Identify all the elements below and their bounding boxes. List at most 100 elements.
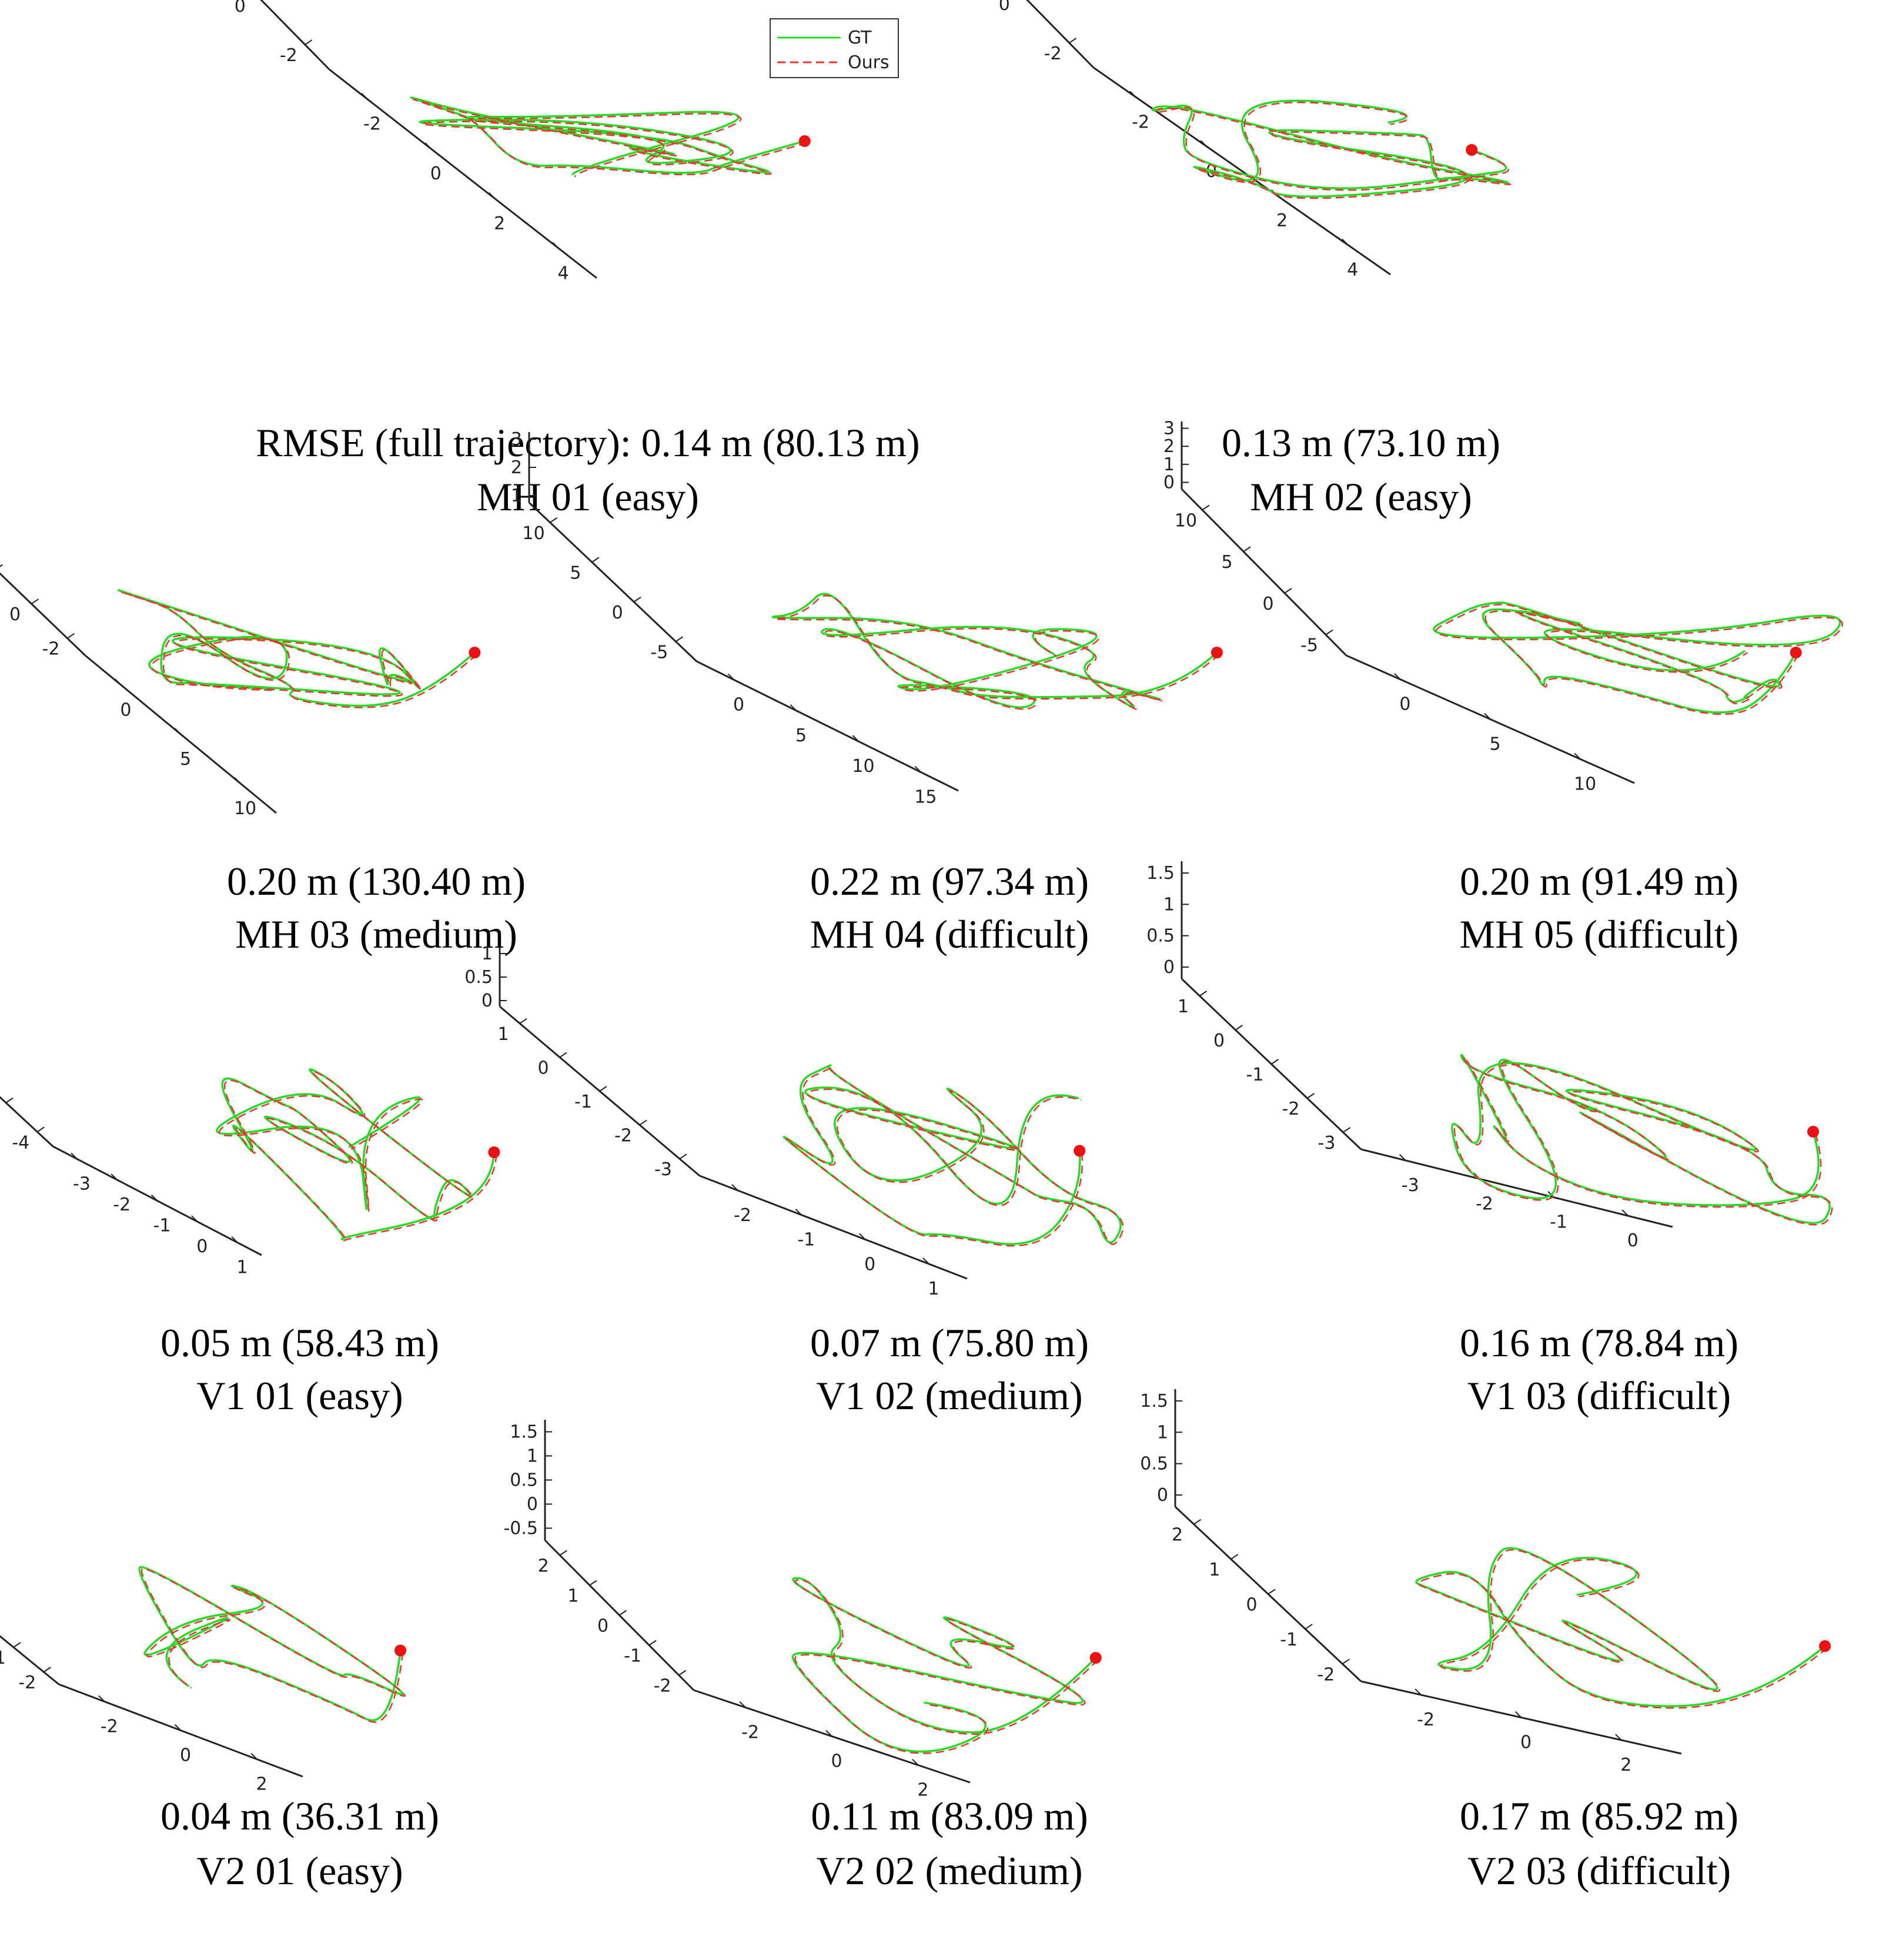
x-tick-label: 1 [236, 1257, 248, 1278]
rmse-caption: 0.20 m (91.49 m) [1460, 859, 1738, 904]
z-tick-label: 3 [511, 429, 522, 450]
z-tick-label: 0 [1163, 957, 1175, 978]
start-point-marker [469, 647, 481, 658]
y-tick-mark [589, 1580, 597, 1586]
gt-trajectory-line [1451, 1053, 1831, 1225]
z-tick-label: 0.5 [1146, 926, 1175, 946]
trajectory-panel: 05106420-210.50-0.50.20 m (130.40 m)MH 0… [0, 564, 526, 956]
x-tick-label: 10 [852, 756, 874, 777]
y-tick-label: -2 [18, 1673, 36, 1693]
sequence-caption: V1 01 (easy) [196, 1373, 403, 1418]
ours-trajectory-line [794, 1579, 1099, 1754]
y-tick-mark [36, 1126, 45, 1133]
gt-trajectory-line [1433, 601, 1841, 714]
rmse-caption: 0.13 m (73.10 m) [1222, 420, 1500, 465]
y-tick-label: -3 [1318, 1133, 1336, 1153]
z-tick-label: 0 [1163, 473, 1175, 493]
y-tick-label: -5 [650, 642, 668, 663]
z-tick-label: 0.5 [1140, 1454, 1168, 1474]
y-tick-label: -1 [1246, 1065, 1264, 1085]
x-tick-label: 0 [120, 700, 131, 720]
x-tick-label: 5 [795, 725, 807, 746]
y-tick-mark [1268, 1588, 1276, 1595]
x-tick-label: 4 [1347, 260, 1358, 280]
x-tick-label: 0 [1520, 1732, 1531, 1753]
start-point-marker [394, 1644, 406, 1657]
start-point-marker [1089, 1652, 1102, 1664]
y-axis-line [1181, 488, 1347, 657]
z-tick-label: 1 [1157, 1422, 1168, 1443]
y-tick-mark [675, 636, 683, 643]
rmse-caption: 0.16 m (78.84 m) [1460, 1320, 1738, 1365]
y-tick-mark [1235, 1025, 1243, 1031]
sequence-caption: V1 02 (medium) [816, 1373, 1082, 1418]
z-tick-label: 1 [527, 1446, 538, 1467]
x-tick-label: 0 [1399, 694, 1410, 715]
y-tick-label: 2 [538, 1556, 549, 1577]
y-tick-label: 0 [9, 604, 21, 625]
x-tick-mark [424, 142, 432, 149]
x-tick-label: 0 [1627, 1230, 1638, 1251]
y-tick-mark [1199, 991, 1208, 996]
x-tick-mark [858, 1233, 866, 1240]
x-tick-mark [361, 93, 368, 100]
trajectory-panel: -202486420-210-1RMSE (full trajectory): … [235, 0, 920, 519]
sequence-caption: V1 03 (difficult) [1467, 1373, 1731, 1418]
x-tick-label: 0 [864, 1254, 875, 1275]
z-tick-label: 1 [1163, 454, 1175, 475]
z-tick-label: 1 [1163, 894, 1175, 915]
y-tick-mark [1230, 1554, 1239, 1560]
x-tick-label: -3 [73, 1173, 91, 1194]
legend-ours-label: Ours [848, 52, 890, 73]
y-tick-label: 0 [1246, 1595, 1257, 1616]
sequence-caption: MH 04 (difficult) [810, 912, 1089, 956]
x-tick-mark [1414, 1688, 1422, 1695]
rmse-caption: 0.11 m (83.09 m) [811, 1794, 1088, 1838]
z-tick-label: 1 [481, 944, 493, 964]
x-axis-line [696, 660, 959, 792]
y-tick-label: 2 [1172, 1525, 1183, 1546]
x-tick-label: 10 [1574, 774, 1596, 794]
z-tick-label: -0.5 [503, 1519, 538, 1539]
sequence-caption: MH 01 (easy) [477, 474, 699, 519]
x-tick-mark [1484, 713, 1491, 720]
x-tick-label: 10 [234, 798, 256, 819]
x-tick-mark [795, 1208, 802, 1216]
x-tick-mark [191, 1215, 198, 1222]
rmse-caption: 0.17 m (85.92 m) [1460, 1794, 1738, 1838]
y-tick-mark [1243, 546, 1251, 552]
y-tick-label: -2 [1282, 1099, 1300, 1119]
y-tick-mark [1202, 504, 1210, 511]
x-tick-mark [174, 1724, 182, 1731]
x-tick-mark [1514, 1711, 1522, 1718]
z-tick-label: 0.5 [510, 1470, 538, 1491]
gt-trajectory-line [1415, 1547, 1826, 1707]
z-tick-label: 1.5 [510, 1422, 538, 1443]
y-tick-label: -2 [1317, 1664, 1335, 1685]
x-tick-label: -1 [1550, 1212, 1567, 1233]
y-tick-mark [679, 1153, 687, 1160]
z-tick-label: 0.5 [464, 967, 493, 988]
x-axis-line [329, 68, 597, 279]
x-tick-label: 4 [557, 263, 569, 283]
y-tick-mark [1325, 629, 1333, 636]
y-tick-label: -3 [654, 1159, 672, 1180]
y-axis-line [0, 1096, 54, 1148]
z-tick-label: 0 [481, 991, 493, 1011]
x-tick-label: -2 [1132, 112, 1149, 132]
y-tick-label: 1 [1209, 1560, 1220, 1580]
rmse-caption: 0.07 m (75.80 m) [810, 1320, 1089, 1365]
z-tick-label: 1.5 [1146, 863, 1175, 884]
x-tick-label: 0 [196, 1236, 208, 1257]
x-tick-label: 2 [1620, 1755, 1631, 1775]
x-tick-mark [250, 1752, 258, 1760]
y-tick-mark [648, 1640, 657, 1646]
x-tick-mark [914, 765, 922, 773]
gt-trajectory-line [1151, 99, 1509, 198]
sequence-caption: V2 01 (easy) [196, 1848, 403, 1893]
z-tick-label: 0 [527, 1494, 538, 1515]
y-tick-label: 10 [1175, 510, 1197, 531]
